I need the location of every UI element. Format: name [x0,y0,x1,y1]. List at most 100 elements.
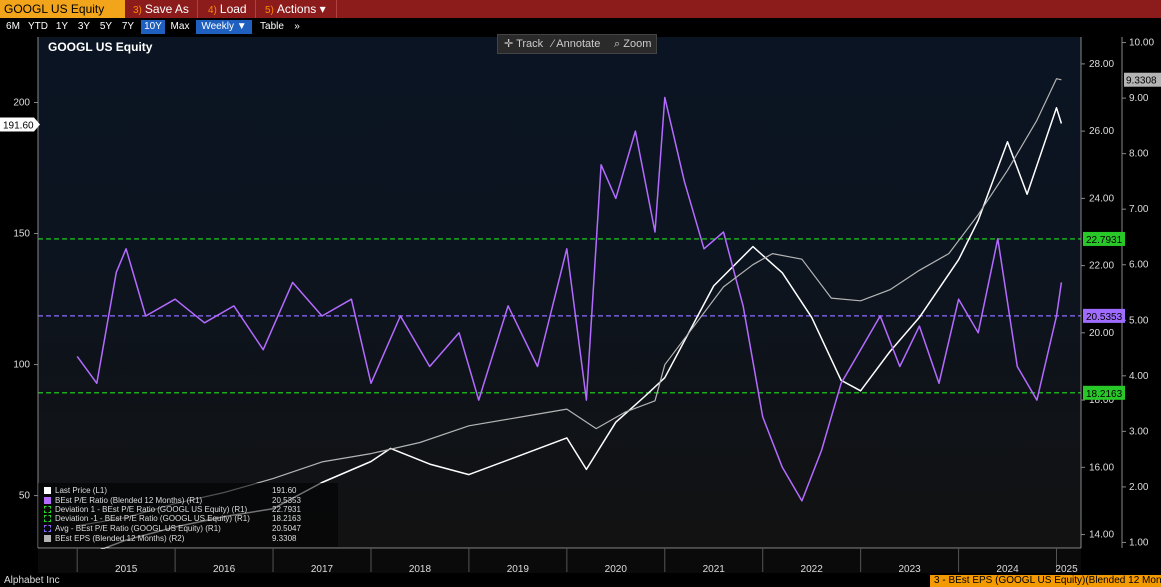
legend-item-eps[interactable]: BEst EPS (Blended 12 Months) (R2) 9.3308 [44,534,296,543]
chart-panel [38,37,1081,548]
legend-item-dev-plus[interactable]: Deviation 1 - BEst P/E Ratio (GOOGL US E… [44,505,301,514]
range-ytd[interactable]: YTD [28,21,48,32]
x-tick-label: 2019 [507,564,530,575]
range-10y[interactable]: 10Y [141,20,165,34]
r1-tick-label: 16.00 [1089,462,1114,473]
legend-label: Last Price (L1) [55,486,108,495]
r1-tick-label: 24.00 [1089,193,1114,204]
save-as-button[interactable]: 3) Save As [133,0,189,18]
legend-label: BEst P/E Ratio (Blended 12 Months) (R1) [55,496,203,505]
range-7y[interactable]: 7Y [121,21,135,32]
load-shortcut: 4) [208,5,217,16]
range-6m[interactable]: 6M [6,21,20,32]
crosshair-icon: ✛ [504,38,514,50]
annotate-tool[interactable]: ⁄ Annotate [552,35,600,53]
toolbar-divider [336,0,337,18]
save-as-label: Save As [144,2,189,16]
x-tick-label: 2018 [409,564,432,575]
load-button[interactable]: 4) Load [208,0,247,18]
load-label: Load [219,2,247,16]
x-axis-band [38,549,1081,573]
legend-swatch [44,497,51,505]
magnifier-icon: ⌕ [614,38,621,50]
range-3y[interactable]: 3Y [77,21,91,32]
x-tick-label: 2022 [801,564,824,575]
actions-label: Actions ▾ [276,2,326,16]
legend: Last Price (L1) 191.60 BEst P/E Ratio (B… [38,483,338,547]
x-tick-label: 2025 [1055,564,1078,575]
toolbar-divider [197,0,198,18]
r2-tick-label: 2.00 [1129,482,1149,493]
reference-tag-label: 20.5353 [1086,312,1123,323]
actions-shortcut: 5) [265,5,274,16]
left-tick-label: 200 [13,98,30,109]
actions-button[interactable]: 5) Actions ▾ [265,0,326,18]
eps-tag-label: 9.3308 [1126,76,1157,87]
legend-swatch [44,535,51,543]
range-bar: 6M YTD 1Y 3Y 5Y 7Y 10Y Max Weekly ▼ Tabl… [0,19,1161,35]
reference-tag [1083,385,1125,400]
last-price-tag-label: 191.60 [3,121,34,132]
x-tick-label: 2023 [898,564,921,575]
r1-tick-label: 20.00 [1089,328,1114,339]
range-max[interactable]: Max [170,21,190,32]
r1-tick-label: 18.00 [1089,395,1114,406]
legend-swatch [44,515,51,523]
r1-tick-label: 22.00 [1089,261,1114,272]
legend-label: BEst EPS (Blended 12 Months) (R2) [55,534,185,543]
r2-tick-label: 10.00 [1129,38,1154,49]
status-bar: Alphabet Inc 3 - BEst EPS (GOOGL US Equi… [0,575,1161,587]
legend-item-last-price[interactable]: Last Price (L1) 191.60 [44,486,296,495]
save-as-shortcut: 3) [133,5,142,16]
reference-tag-label: 22.7931 [1086,235,1123,246]
legend-value: 20.5353 [272,496,301,505]
toolbar-divider [255,0,256,18]
last-price-tag [0,117,40,132]
r1-tick-label: 26.00 [1089,126,1114,137]
reference-tag-label: 18.2163 [1086,389,1123,400]
r2-tick-label: 1.00 [1129,537,1149,548]
company-name: Alphabet Inc [4,575,60,586]
legend-value: 191.60 [272,486,297,495]
r1-tick-label: 28.00 [1089,59,1114,70]
legend-value: 18.2163 [272,514,301,523]
series-tag: 3 - BEst EPS (GOOGL US Equity)(Blended 1… [930,575,1161,587]
eps-tag [1124,72,1161,87]
top-toolbar: GOOGL US Equity 3) Save As 4) Load 5) Actio… [0,0,1161,18]
legend-swatch [44,525,51,533]
legend-label: Avg - BEst P/E Ratio (GOOGL US Equity) (… [55,524,221,533]
x-tick-label: 2021 [703,564,726,575]
ticker-field[interactable]: GOOGL US Equity [0,0,125,18]
r2-tick-label: 8.00 [1129,149,1149,160]
frequency-dropdown[interactable]: Weekly ▼ [196,20,252,34]
x-tick-label: 2017 [311,564,334,575]
legend-item-avg[interactable]: Avg - BEst P/E Ratio (GOOGL US Equity) (… [44,524,301,533]
track-tool[interactable]: ✛ Track [504,35,543,53]
legend-item-dev-minus[interactable]: Deviation -1 - BEst P/E Ratio (GOOGL US … [44,514,301,523]
series-line [76,96,1063,502]
chart-title: GOOGL US Equity [48,40,153,54]
legend-label: Deviation 1 - BEst P/E Ratio (GOOGL US E… [55,505,248,514]
r2-tick-label: 6.00 [1129,260,1149,271]
legend-value: 20.5047 [272,524,301,533]
x-tick-label: 2016 [213,564,236,575]
x-tick-label: 2015 [115,564,138,575]
range-5y[interactable]: 5Y [99,21,113,32]
r2-tick-label: 9.00 [1129,93,1149,104]
x-tick-label: 2020 [605,564,628,575]
range-1y[interactable]: 1Y [55,21,69,32]
r1-tick-label: 14.00 [1089,530,1114,541]
r2-tick-label: 5.00 [1129,315,1149,326]
left-tick-label: 100 [13,360,30,371]
legend-item-pe[interactable]: BEst P/E Ratio (Blended 12 Months) (R1) … [44,496,301,505]
reference-tag [1083,308,1125,323]
chart-tools: ✛ Track ⁄ Annotate ⌕ Zoom [497,34,657,54]
track-label: Track [516,38,544,50]
more-button[interactable]: » [294,21,300,32]
left-tick-label: 50 [19,491,31,502]
table-button[interactable]: Table [260,21,284,32]
zoom-tool[interactable]: ⌕ Zoom [614,35,651,53]
annotate-label: Annotate [556,38,601,50]
r2-tick-label: 3.00 [1129,426,1149,437]
